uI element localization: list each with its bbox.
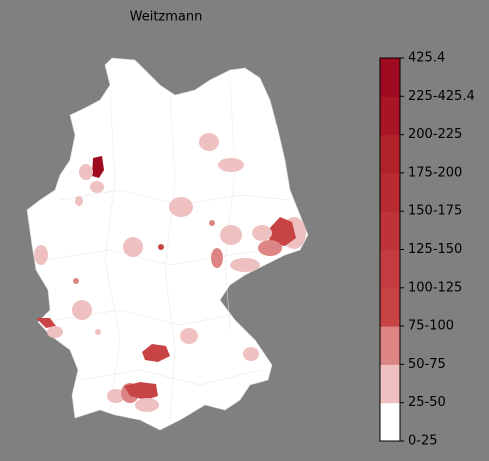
colorbar-label: 50-75 [408, 357, 446, 372]
district [218, 158, 244, 172]
colorbar-label: 225-425.4 [408, 89, 475, 104]
colorbar-label: 425.4 [408, 51, 445, 66]
district [252, 225, 272, 241]
colorbar-segment [380, 249, 400, 289]
colorbar-label: 175-200 [408, 165, 462, 180]
colorbar-segment [380, 96, 400, 136]
district [95, 329, 101, 335]
district [72, 300, 92, 320]
colorbar-label: 0-25 [408, 434, 438, 449]
colorbar-segment [380, 287, 400, 327]
district [220, 225, 242, 245]
district [169, 197, 193, 217]
country-outline [26, 57, 309, 431]
germany-map [26, 57, 309, 431]
district [124, 382, 158, 400]
district [123, 237, 143, 257]
colorbar-segment [380, 211, 400, 250]
district [36, 318, 56, 328]
colorbar-segment [380, 364, 400, 404]
colorbar-label: 25-50 [408, 395, 446, 410]
colorbar-segment [380, 172, 400, 212]
colorbar-segment [380, 402, 400, 442]
colorbar-segment [380, 58, 400, 97]
map-title: Weitzmann [130, 10, 203, 25]
district [135, 398, 159, 412]
district [199, 133, 219, 151]
district [90, 181, 104, 193]
district [158, 244, 164, 250]
district [75, 196, 83, 206]
district [209, 220, 215, 226]
colorbar-label: 75-100 [408, 319, 454, 334]
district [243, 347, 259, 361]
district [34, 245, 48, 265]
colorbar-segment [380, 326, 400, 365]
district [47, 326, 63, 338]
colorbar-label: 125-150 [408, 242, 462, 257]
district [142, 344, 170, 362]
district [79, 164, 93, 180]
district [180, 328, 198, 344]
highlighted-districts [34, 133, 306, 412]
colorbar-label: 150-175 [408, 204, 462, 219]
colorbar: 0-25 25-50 50-75 75-100 100-125 125-150 150-17… [379, 51, 475, 449]
district [258, 240, 282, 256]
district [107, 389, 125, 403]
district [73, 278, 79, 284]
district [268, 217, 296, 246]
colorbar-label: 100-125 [408, 280, 462, 295]
district [230, 258, 260, 272]
district [92, 156, 104, 178]
district [211, 248, 223, 268]
colorbar-segment [380, 134, 400, 174]
colorbar-label: 200-225 [408, 127, 462, 142]
